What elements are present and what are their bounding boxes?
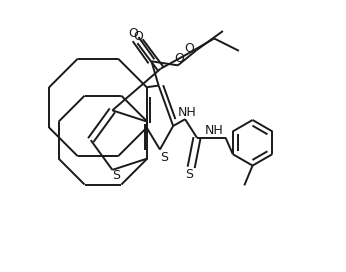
Text: O: O bbox=[184, 42, 194, 55]
Text: NH: NH bbox=[177, 106, 196, 119]
Text: O: O bbox=[133, 30, 143, 43]
Text: NH: NH bbox=[205, 124, 224, 137]
Text: S: S bbox=[160, 151, 168, 164]
Text: S: S bbox=[185, 168, 193, 181]
Text: O: O bbox=[174, 52, 184, 65]
Text: S: S bbox=[112, 169, 120, 183]
Text: O: O bbox=[128, 27, 138, 39]
